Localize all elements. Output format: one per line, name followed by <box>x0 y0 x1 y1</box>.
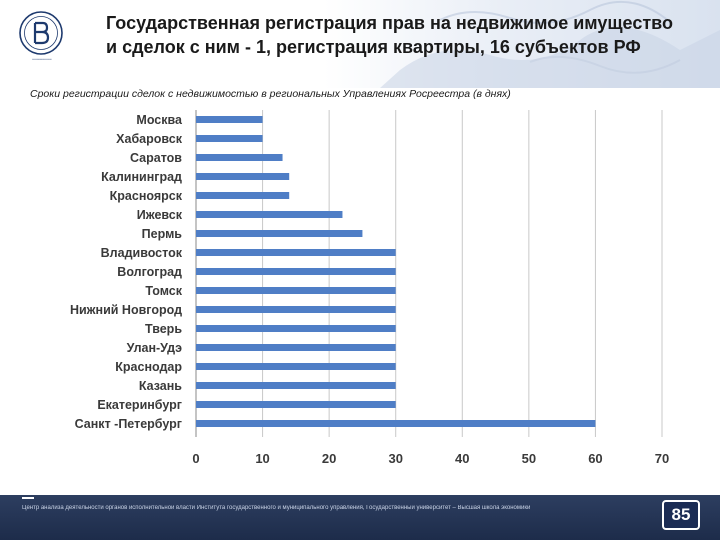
x-tick-label: 20 <box>322 451 336 466</box>
footer-accent <box>22 497 34 499</box>
x-tick-label: 30 <box>388 451 402 466</box>
category-label: Краснодар <box>115 360 182 374</box>
page-number-badge: 85 <box>662 500 700 530</box>
hse-emblem-icon <box>19 11 63 55</box>
x-tick-label: 10 <box>255 451 269 466</box>
bar <box>196 287 396 294</box>
bar <box>196 173 290 180</box>
bar <box>196 420 596 427</box>
bar <box>196 325 396 332</box>
bar <box>196 249 396 256</box>
category-label: Улан-Удэ <box>127 341 183 355</box>
world-map-decoration <box>380 0 720 88</box>
category-label: Санкт -Петербург <box>75 417 182 431</box>
bar-chart: Москва Хабаровск Саратов Калининград Красноя… <box>70 110 669 466</box>
logo-caption: ▪▪▪▪▪▪▪▪▪▪▪▪▪▪▪▪▪▪▪▪▪ <box>32 58 52 61</box>
bar <box>196 344 396 351</box>
footer-bar: Центр анализа деятельности органов испол… <box>0 495 720 540</box>
x-tick-label: 40 <box>455 451 469 466</box>
category-label: Екатеринбург <box>97 398 182 412</box>
title-line-2: и сделок с ним - 1, регистрация квартиры… <box>106 37 641 57</box>
bar <box>196 306 396 313</box>
category-label: Саратов <box>130 151 182 165</box>
bar <box>196 230 363 237</box>
footer-text: Центр анализа деятельности органов испол… <box>22 505 531 511</box>
category-label: Ижевск <box>137 208 183 222</box>
bar <box>196 211 343 218</box>
category-label: Казань <box>139 379 182 393</box>
category-label: Волгоград <box>117 265 182 279</box>
slide-header: ▪▪▪▪▪▪▪▪▪▪▪▪▪▪▪▪▪▪▪▪▪ Государственная ре… <box>0 0 720 88</box>
bar <box>196 116 263 123</box>
x-tick-label: 60 <box>588 451 602 466</box>
x-tick-label: 0 <box>192 451 199 466</box>
bar <box>196 154 283 161</box>
bar <box>196 382 396 389</box>
bar <box>196 363 396 370</box>
category-label: Москва <box>136 113 183 127</box>
bar <box>196 135 263 142</box>
title-line-1: Государственная регистрация прав на недв… <box>106 13 673 33</box>
category-label: Красноярск <box>110 189 183 203</box>
x-tick-label: 70 <box>655 451 669 466</box>
bar <box>196 192 290 199</box>
slide-title: Государственная регистрация прав на недв… <box>106 11 706 59</box>
chart-subtitle: Сроки регистрации сделок с недвижимостью… <box>30 88 511 100</box>
category-label: Нижний Новгород <box>70 303 182 317</box>
bar <box>196 401 396 408</box>
category-label: Тверь <box>145 322 182 336</box>
category-label: Томск <box>145 284 182 298</box>
category-label: Владивосток <box>101 246 183 260</box>
category-label: Калининград <box>101 170 182 184</box>
category-label: Хабаровск <box>116 132 183 146</box>
bar <box>196 268 396 275</box>
x-tick-label: 50 <box>522 451 536 466</box>
category-label: Пермь <box>142 227 183 241</box>
